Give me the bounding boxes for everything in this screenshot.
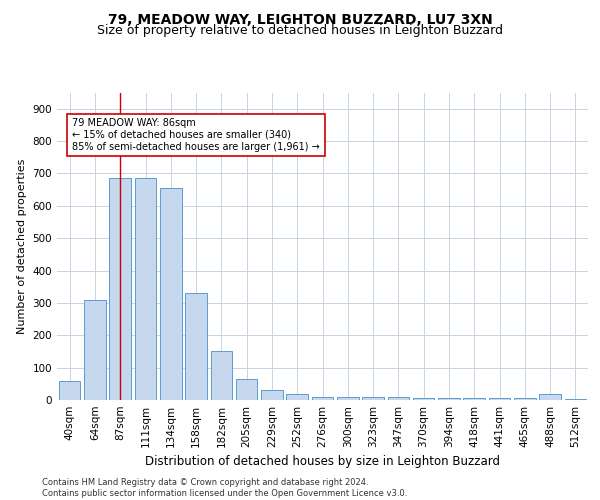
Bar — [109, 178, 131, 400]
Bar — [489, 398, 510, 400]
Bar — [388, 398, 409, 400]
Bar — [286, 394, 308, 400]
Bar — [261, 390, 283, 400]
Bar — [514, 398, 536, 400]
Bar — [84, 300, 106, 400]
Bar — [59, 380, 80, 400]
Bar — [185, 293, 207, 400]
Bar — [463, 398, 485, 400]
Text: Size of property relative to detached houses in Leighton Buzzard: Size of property relative to detached ho… — [97, 24, 503, 37]
Y-axis label: Number of detached properties: Number of detached properties — [17, 158, 27, 334]
Bar — [236, 379, 257, 400]
Bar — [413, 398, 434, 400]
Bar — [135, 178, 156, 400]
Bar — [312, 397, 333, 400]
Text: 79, MEADOW WAY, LEIGHTON BUZZARD, LU7 3XN: 79, MEADOW WAY, LEIGHTON BUZZARD, LU7 3X… — [107, 12, 493, 26]
Bar — [438, 398, 460, 400]
Bar — [160, 188, 182, 400]
Bar — [211, 352, 232, 400]
Bar — [337, 397, 359, 400]
Bar — [362, 397, 384, 400]
Text: 79 MEADOW WAY: 86sqm
← 15% of detached houses are smaller (340)
85% of semi-deta: 79 MEADOW WAY: 86sqm ← 15% of detached h… — [72, 118, 320, 152]
Bar — [539, 394, 561, 400]
X-axis label: Distribution of detached houses by size in Leighton Buzzard: Distribution of detached houses by size … — [145, 456, 500, 468]
Text: Contains HM Land Registry data © Crown copyright and database right 2024.
Contai: Contains HM Land Registry data © Crown c… — [42, 478, 407, 498]
